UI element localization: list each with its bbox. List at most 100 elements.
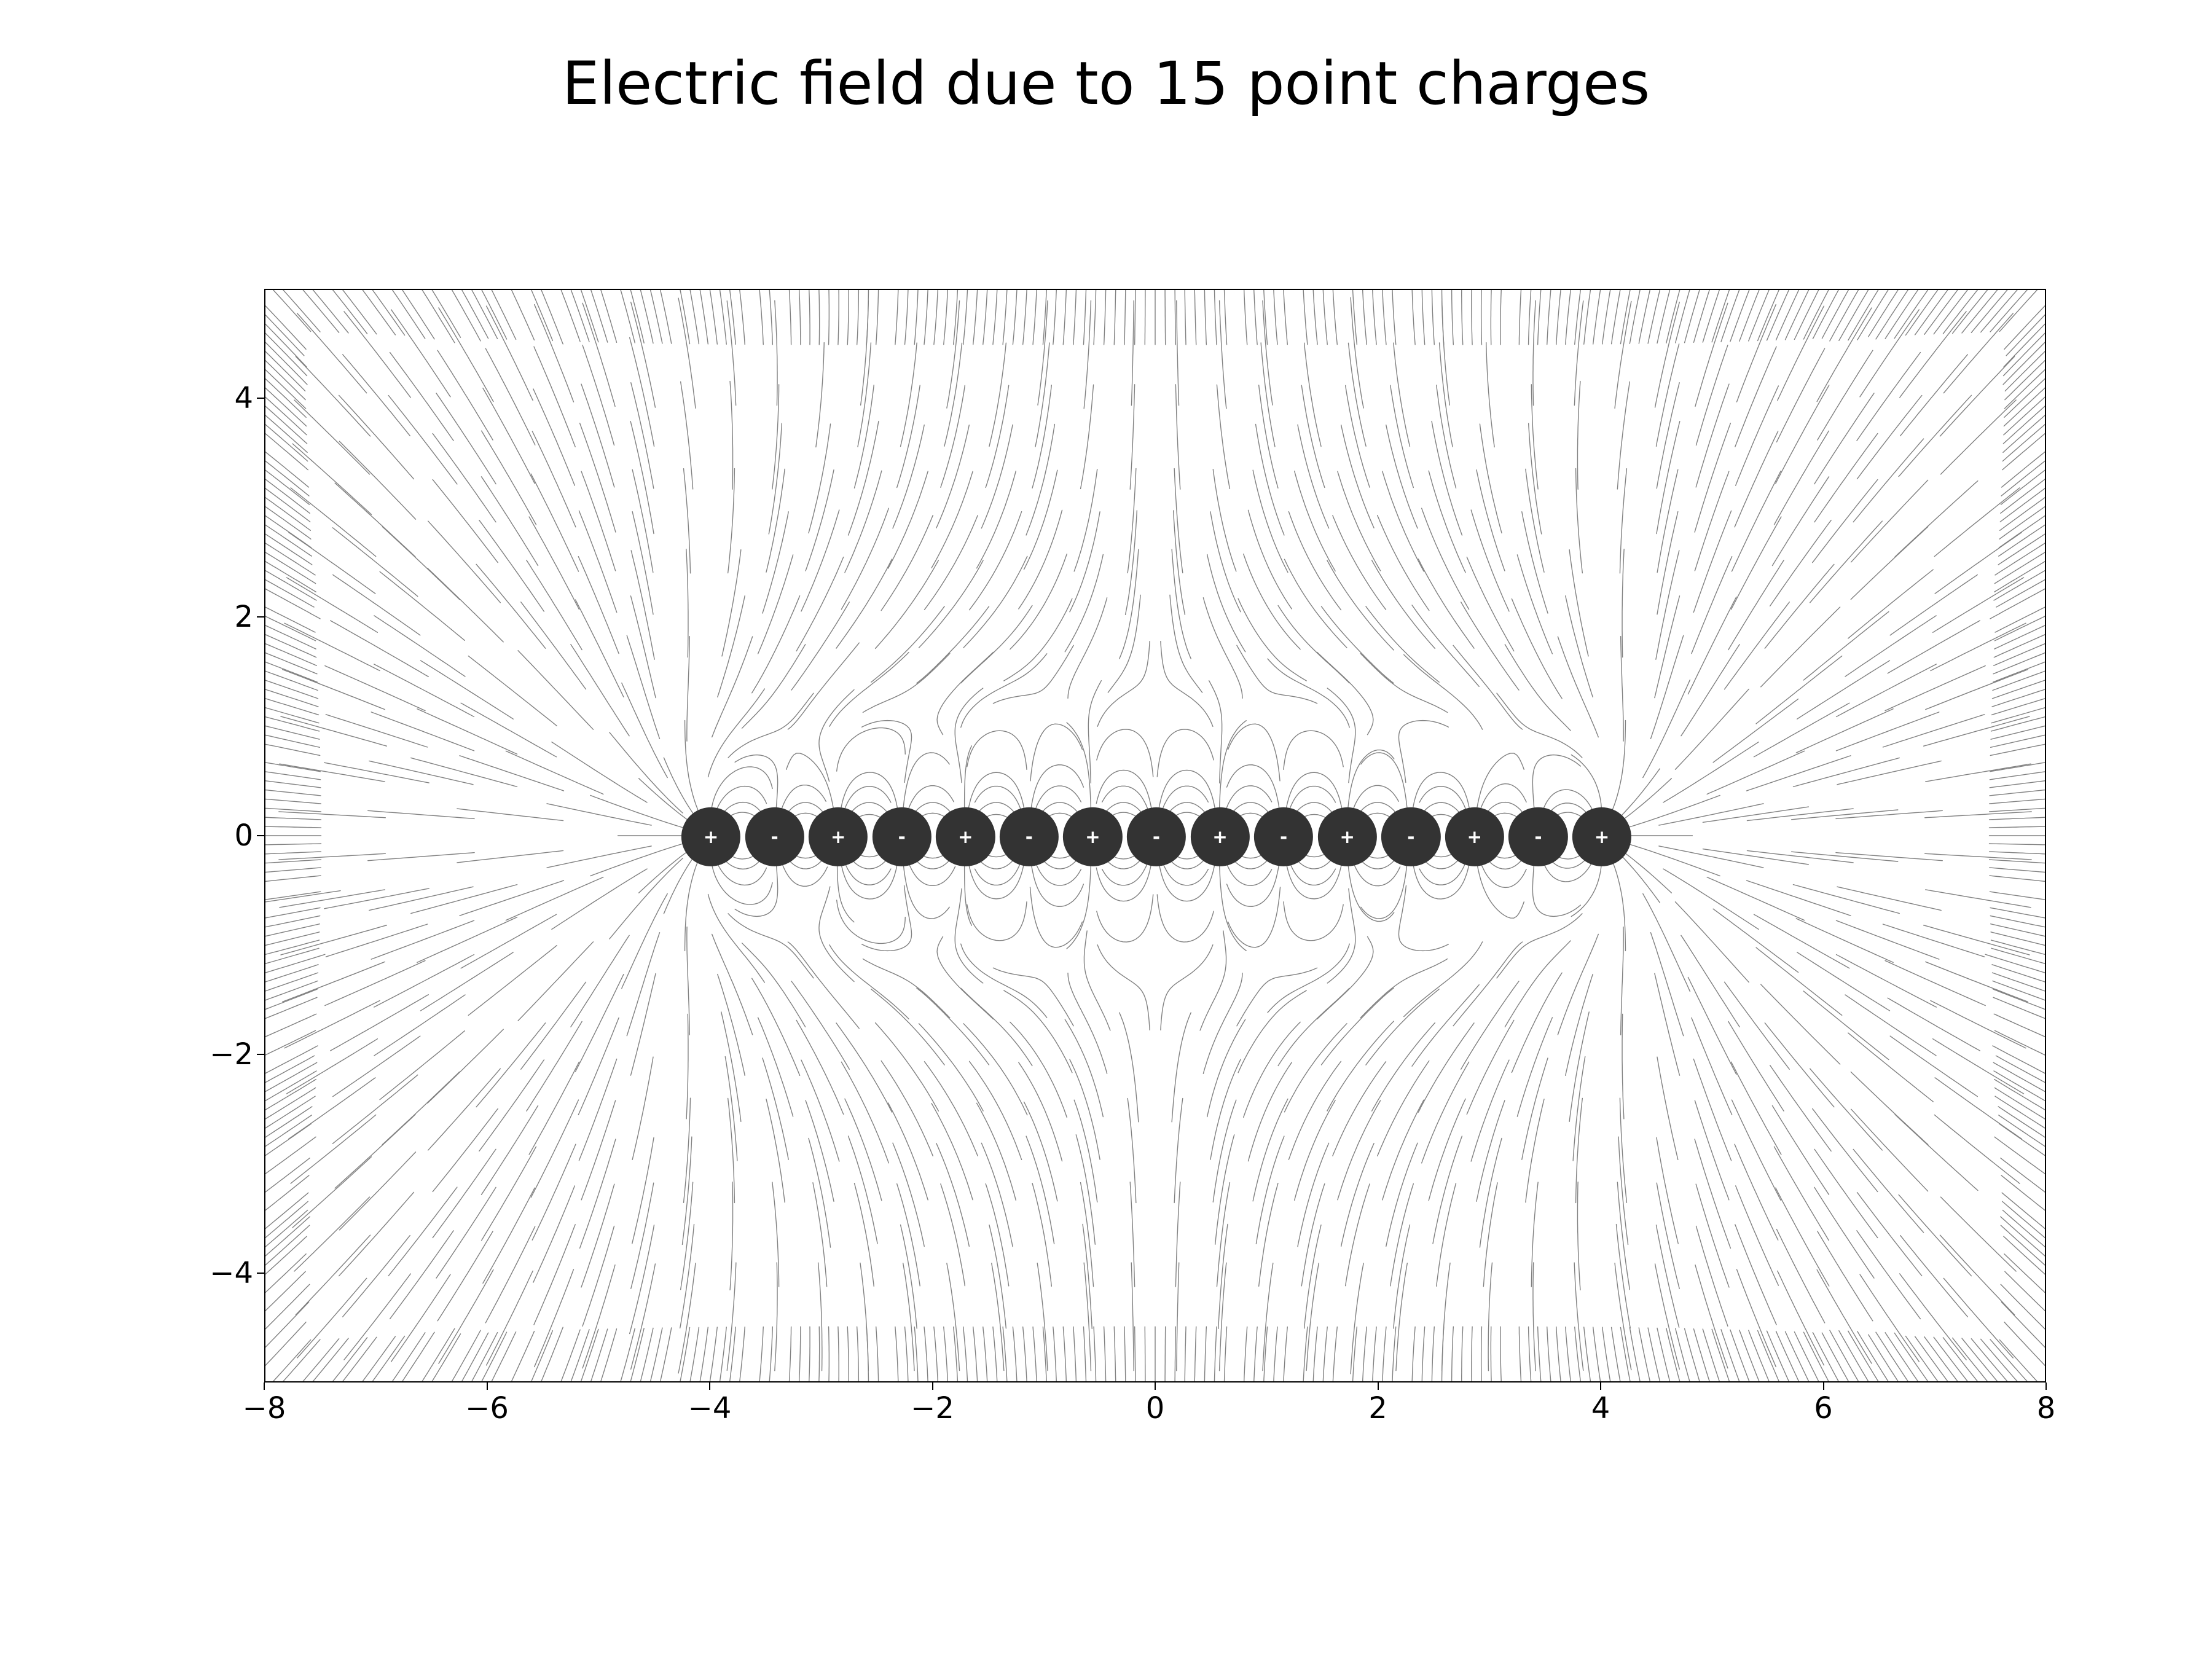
streamline bbox=[1749, 1330, 1770, 1381]
y-tick-mark bbox=[257, 835, 264, 836]
streamline bbox=[1224, 290, 1226, 345]
streamline bbox=[1096, 770, 1151, 809]
x-tick-label: 4 bbox=[1591, 1391, 1610, 1426]
streamline bbox=[1981, 1339, 2018, 1381]
streamline bbox=[1392, 290, 1396, 345]
streamline bbox=[265, 1071, 316, 1101]
streamline bbox=[1990, 817, 2045, 820]
streamline bbox=[1817, 1270, 1872, 1364]
streamline bbox=[639, 779, 689, 822]
streamline bbox=[533, 389, 575, 485]
streamline bbox=[1900, 1274, 1966, 1360]
streamline bbox=[600, 1329, 616, 1381]
streamline bbox=[1114, 290, 1115, 345]
streamline bbox=[1432, 1327, 1434, 1381]
streamline bbox=[1360, 959, 1447, 1018]
streamline bbox=[961, 944, 1047, 1018]
streamline bbox=[993, 968, 1073, 1026]
streamline bbox=[1885, 290, 1918, 339]
streamline bbox=[1990, 763, 2045, 772]
streamline bbox=[265, 891, 340, 902]
streamline bbox=[1068, 598, 1107, 699]
streamline bbox=[1114, 1327, 1115, 1381]
streamline bbox=[1440, 343, 1453, 447]
streamline bbox=[1940, 356, 2014, 436]
streamline bbox=[1165, 1327, 1166, 1381]
streamline bbox=[1024, 470, 1057, 569]
streamline bbox=[1351, 297, 1363, 408]
streamline bbox=[1776, 290, 1800, 340]
streamline bbox=[1934, 1337, 1967, 1381]
streamline bbox=[1081, 1183, 1094, 1287]
streamline bbox=[1994, 1088, 2045, 1119]
streamline bbox=[1926, 890, 2031, 908]
streamline bbox=[1200, 931, 1226, 1030]
streamline bbox=[1298, 1143, 1329, 1246]
streamline bbox=[664, 856, 694, 914]
streamline bbox=[1814, 1187, 1874, 1278]
streamline bbox=[1526, 1099, 1544, 1202]
streamline bbox=[1363, 290, 1367, 345]
streamline bbox=[1621, 779, 1671, 822]
streamline bbox=[857, 1327, 859, 1381]
streamline bbox=[819, 290, 820, 345]
streamline bbox=[1626, 795, 1720, 828]
streamline bbox=[1721, 290, 1739, 342]
streamline bbox=[1461, 602, 1519, 690]
streamline bbox=[1890, 575, 1977, 635]
streamline bbox=[937, 936, 993, 1019]
streamline bbox=[769, 290, 772, 345]
streamline bbox=[535, 1269, 574, 1367]
streamline bbox=[1993, 981, 2045, 1000]
y-tick-mark bbox=[257, 616, 264, 618]
streamline bbox=[1094, 1327, 1096, 1381]
streamline bbox=[479, 520, 544, 612]
x-tick-mark bbox=[1378, 1382, 1379, 1390]
charge-positive: + bbox=[1318, 807, 1377, 866]
streamline bbox=[968, 772, 1024, 809]
streamline bbox=[265, 1030, 315, 1055]
streamline bbox=[289, 1078, 375, 1139]
streamline bbox=[2004, 397, 2045, 435]
streamline bbox=[1032, 385, 1051, 488]
streamline bbox=[1322, 988, 1394, 1065]
streamline bbox=[1943, 313, 2013, 393]
streamline bbox=[1990, 876, 2045, 881]
streamline bbox=[1736, 1269, 1776, 1367]
streamline bbox=[845, 471, 882, 572]
streamline bbox=[786, 753, 834, 810]
streamline bbox=[1284, 1327, 1287, 1381]
streamline bbox=[1693, 290, 1709, 342]
streamline bbox=[1097, 729, 1153, 777]
streamline bbox=[1177, 300, 1179, 405]
streamline bbox=[1900, 355, 1968, 436]
streamline bbox=[1990, 908, 2045, 918]
streamline bbox=[813, 1183, 827, 1287]
streamline bbox=[1620, 854, 1660, 903]
streamline bbox=[1462, 1327, 1463, 1381]
streamline bbox=[363, 290, 396, 335]
streamline bbox=[989, 343, 1006, 446]
streamline bbox=[1657, 1137, 1678, 1243]
streamline bbox=[716, 786, 766, 811]
streamline bbox=[1131, 300, 1134, 405]
streamline bbox=[372, 1336, 405, 1381]
streamline bbox=[775, 1263, 777, 1371]
streamline bbox=[977, 471, 1016, 568]
streamline bbox=[1883, 715, 1984, 747]
streamline bbox=[1777, 348, 1825, 442]
streamline bbox=[931, 1104, 973, 1200]
streamline bbox=[1433, 1136, 1462, 1244]
streamline bbox=[975, 860, 1022, 885]
streamline bbox=[678, 1263, 696, 1373]
streamline bbox=[1851, 480, 1928, 562]
streamline bbox=[1220, 721, 1247, 809]
streamline bbox=[1620, 769, 1660, 817]
streamline bbox=[1108, 595, 1140, 692]
streamline bbox=[382, 1072, 459, 1145]
streamline bbox=[1429, 1099, 1465, 1200]
streamline bbox=[1657, 1057, 1678, 1159]
streamline bbox=[627, 635, 659, 739]
streamline bbox=[1157, 729, 1214, 777]
streamline bbox=[1480, 860, 1526, 888]
